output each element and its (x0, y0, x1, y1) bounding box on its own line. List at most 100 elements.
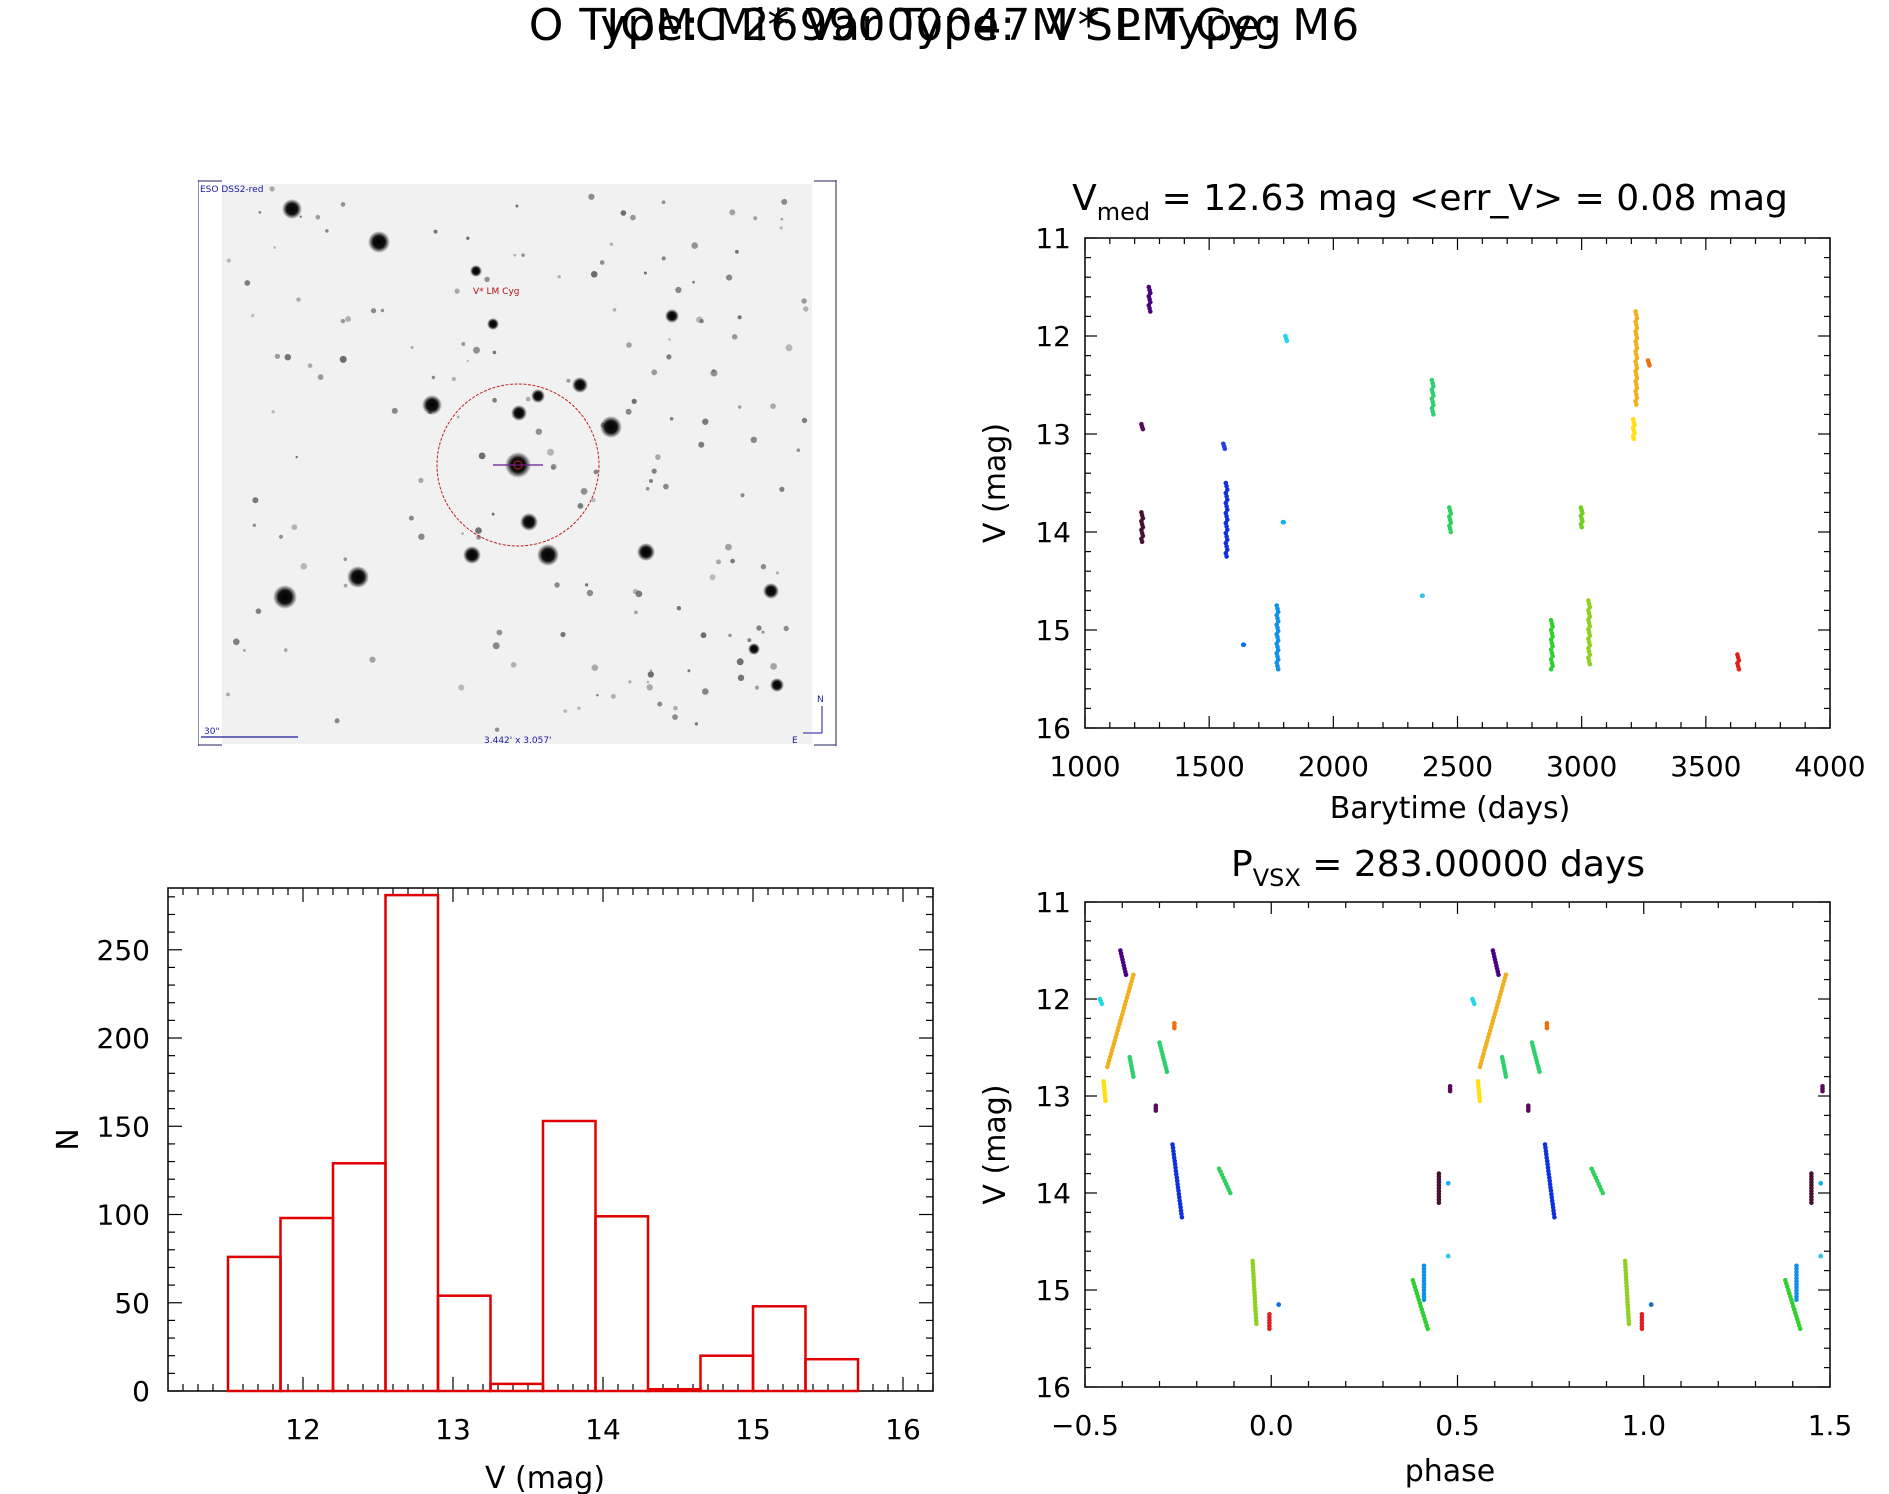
bright-star (422, 395, 442, 415)
y-axis-label: V (mag) (978, 423, 1013, 543)
y-tick-label: 11 (1035, 222, 1071, 255)
bright-star (520, 513, 538, 531)
faint-star (343, 583, 348, 588)
faint-star (630, 214, 636, 221)
faint-star (251, 313, 255, 318)
survey-label: ESO DSS2-red (200, 185, 263, 195)
fov-label: 3.442' x 3.057' (484, 736, 552, 746)
faint-star (563, 709, 568, 713)
faint-star (645, 486, 650, 491)
data-point (1445, 1253, 1451, 1259)
faint-star (451, 376, 456, 382)
faint-star (740, 493, 745, 498)
faint-star (252, 497, 259, 504)
faint-star (676, 606, 682, 611)
faint-star (496, 629, 503, 636)
faint-star (716, 559, 721, 565)
faint-star (666, 354, 672, 360)
faint-star (631, 398, 637, 404)
faint-star (611, 694, 616, 699)
bright-star (748, 643, 760, 655)
faint-star (577, 503, 584, 509)
faint-star (252, 523, 256, 527)
bright-star (665, 309, 679, 323)
bright-star (470, 265, 482, 277)
faint-star (491, 512, 495, 516)
data-point (1625, 1296, 1630, 1301)
data-point (1496, 972, 1501, 978)
data-point (1634, 402, 1639, 407)
faint-star (550, 463, 557, 470)
faint-star (735, 249, 739, 254)
scale-label: 30" (204, 727, 220, 737)
data-point (1526, 1108, 1531, 1113)
x-tick-label: 1500 (1174, 750, 1245, 783)
y-tick-label: 12 (1035, 320, 1071, 353)
x-tick-label: 13 (435, 1413, 471, 1446)
faint-star (796, 448, 801, 453)
faint-star (226, 258, 231, 263)
faint-star (696, 316, 703, 323)
faint-star (577, 706, 581, 710)
y-tick-label: 13 (1035, 1080, 1071, 1113)
faint-star (609, 242, 613, 246)
data-point (1276, 1302, 1281, 1307)
faint-star (669, 417, 674, 421)
data-point (1228, 1190, 1233, 1196)
histogram-bar (436, 1294, 492, 1393)
y-tick-label: 0 (132, 1375, 150, 1408)
data-point (1631, 436, 1637, 442)
faint-star (431, 375, 436, 380)
faint-star (433, 229, 438, 234)
faint-star (590, 271, 598, 278)
faint-star (370, 308, 377, 314)
bright-star (347, 566, 369, 588)
faint-star (783, 625, 789, 632)
faint-star (750, 436, 757, 443)
faint-star (628, 680, 632, 684)
data-point (1284, 338, 1290, 344)
faint-star (635, 590, 643, 598)
faint-star (770, 403, 776, 409)
page-subtitle: O Type: Mi* Var Type: M SP Type: M6 (528, 0, 1361, 51)
faint-star (547, 448, 554, 456)
faint-star (291, 524, 298, 531)
histogram-bar (594, 1215, 650, 1393)
faint-star (296, 297, 301, 302)
faint-star (655, 454, 661, 460)
data-point (1647, 363, 1652, 368)
faint-star (278, 534, 284, 539)
faint-star (663, 483, 669, 490)
faint-star (694, 722, 698, 726)
y-tick-label: 16 (1035, 712, 1071, 745)
chart-title: PVSX = 283.00000 days (1231, 844, 1645, 892)
faint-star (691, 242, 698, 249)
faint-star (612, 308, 617, 312)
data-point (1267, 1326, 1272, 1332)
faint-star (307, 363, 313, 368)
faint-star (284, 354, 291, 361)
faint-star (233, 638, 240, 646)
faint-star (566, 378, 571, 383)
data-point (1436, 1200, 1442, 1205)
faint-star (646, 680, 650, 684)
faint-star (273, 246, 276, 249)
data-point (1548, 666, 1554, 672)
plot-frame (1084, 901, 1831, 1388)
faint-star (801, 417, 808, 424)
aperture-circle (436, 383, 600, 547)
faint-star (700, 632, 707, 639)
histogram-bar (751, 1305, 807, 1393)
y-tick-label: 12 (1035, 983, 1071, 1016)
bright-star (637, 543, 655, 561)
bright-star (282, 199, 302, 219)
faint-star (761, 630, 765, 634)
data-point (1179, 1211, 1184, 1217)
faint-star (699, 319, 704, 324)
data-point (1736, 666, 1742, 672)
y-tick-label: 250 (97, 934, 150, 967)
faint-star (557, 275, 561, 279)
x-tick-label: 15 (735, 1413, 771, 1446)
histogram-chart: 0 50 100 150 200 250 12 13 14 15 16 V (mag) N (51, 887, 934, 1494)
faint-star (478, 452, 486, 460)
